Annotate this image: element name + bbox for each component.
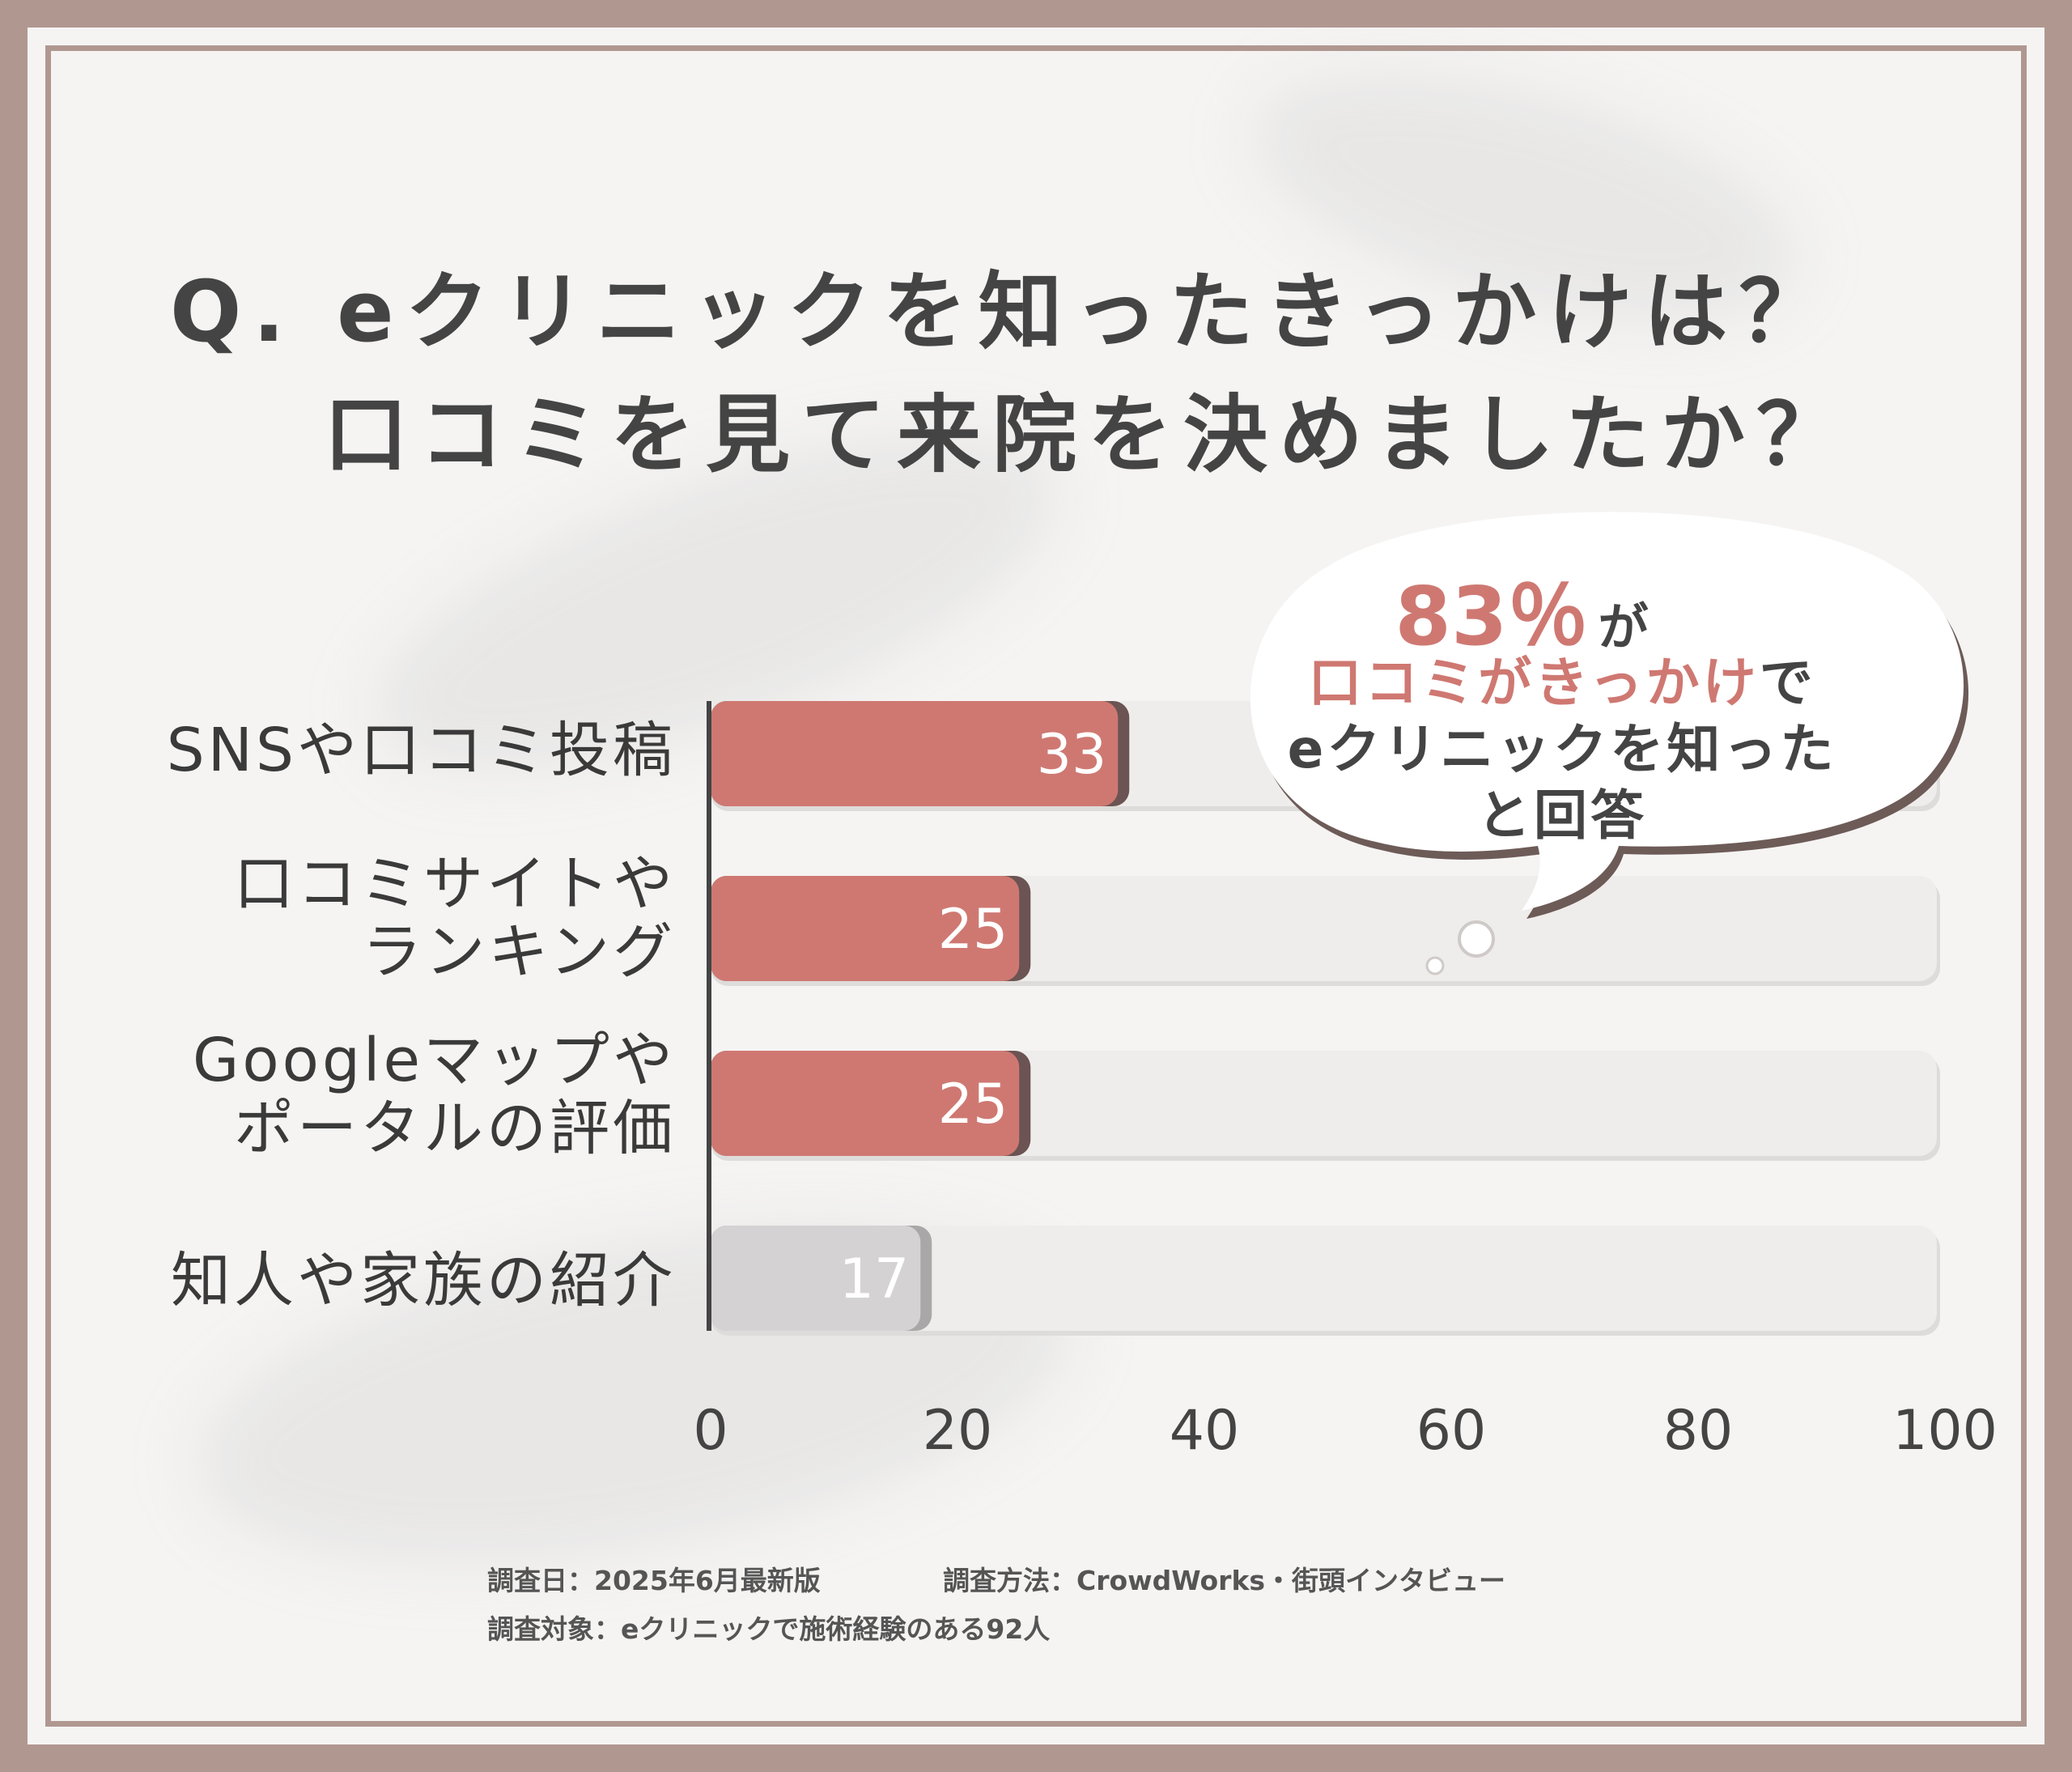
callout-dot-large xyxy=(1458,920,1495,958)
category-label-google-maps: Googleマップや ポータルの評価 xyxy=(193,1026,676,1163)
bar-value-label: 17 xyxy=(839,1247,910,1311)
x-tick-label: 100 xyxy=(1892,1399,1998,1463)
category-label-referral: 知人や家族の紹介 xyxy=(171,1246,676,1315)
callout-line-4: と回答 xyxy=(1477,784,1647,847)
callout-bubble xyxy=(1250,512,1964,911)
survey-target: 調査対象：eクリニックで施術経験のある92人 xyxy=(487,1613,1051,1645)
survey-date: 調査日：2025年6月最新版 xyxy=(487,1565,821,1596)
survey-method: 調査方法：CrowdWorks・街頭インタビュー xyxy=(943,1565,1506,1596)
callout-suffix: で xyxy=(1759,652,1816,714)
callout-dot-small xyxy=(1425,956,1445,975)
category-label-sns: SNSや口コミ投稿 xyxy=(166,716,676,785)
category-label-review-sites: 口コミサイトや ランキング xyxy=(234,849,676,987)
title-line-1: Q. eクリニックを知ったきっかけは？ xyxy=(170,262,1835,361)
x-tick-label: 20 xyxy=(923,1399,993,1463)
x-tick-label: 60 xyxy=(1416,1399,1487,1463)
callout-percent: 83％ xyxy=(1395,569,1589,664)
bar-2 xyxy=(711,876,1020,981)
callout-particle: が xyxy=(1598,597,1649,657)
x-tick-label: 80 xyxy=(1663,1399,1734,1463)
title-line-2: 口コミを見て来院を決めましたか？ xyxy=(324,385,1853,484)
callout-line-2: 口コミがきっかけで xyxy=(1246,640,1878,717)
callout-highlight: 口コミがきっかけ xyxy=(1308,652,1760,714)
x-tick-label: 0 xyxy=(693,1399,728,1463)
callout-percent-line: 83％が xyxy=(1319,550,1724,668)
bar-track xyxy=(711,1226,1937,1331)
bar-value-label: 25 xyxy=(938,898,1008,962)
inner-border xyxy=(45,45,2027,1727)
bar-1 xyxy=(711,701,1119,806)
bar-value-label: 33 xyxy=(1037,723,1107,787)
bar-3 xyxy=(711,1051,1020,1156)
callout-line-3: eクリニックを知った xyxy=(1287,718,1837,780)
bar-value-label: 25 xyxy=(938,1073,1008,1137)
x-tick-label: 40 xyxy=(1170,1399,1240,1463)
bar-4 xyxy=(711,1226,921,1331)
